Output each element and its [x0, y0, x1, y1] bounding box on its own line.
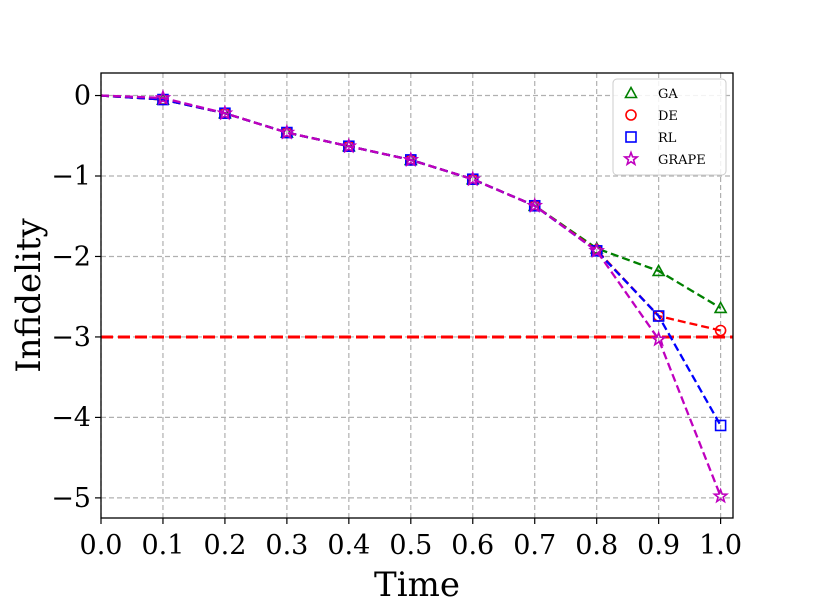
y-axis-label: Infidelity	[9, 217, 49, 372]
x-tick-label: 1.0	[699, 530, 742, 561]
y-tick-label: −1	[51, 161, 91, 192]
series-line-grape	[100, 94, 722, 497]
x-tick-label: 0.9	[637, 530, 680, 561]
plot-frame	[100, 72, 734, 519]
x-tick-label: 0.1	[141, 530, 184, 561]
x-tick-label: 0.5	[389, 530, 432, 561]
legend-box	[612, 78, 727, 176]
data-point-ga	[713, 300, 728, 314]
legend-label-ga: GA	[658, 87, 678, 102]
data-point-rl	[652, 310, 665, 322]
legend-label-rl: RL	[658, 131, 677, 146]
y-tick-label: 0	[74, 81, 91, 112]
x-tick-label: 0.2	[203, 530, 246, 561]
y-tick-label: −4	[51, 402, 91, 433]
x-tick-label: 0.7	[513, 530, 556, 561]
data-point-rl	[714, 419, 727, 432]
legend-marker-rl	[625, 131, 637, 143]
data-point-de	[714, 324, 727, 337]
data-point-grape	[154, 89, 172, 106]
x-tick-label: 0.8	[575, 530, 618, 561]
x-axis-label: Time	[374, 565, 460, 605]
y-tick-label: −5	[51, 483, 91, 514]
y-tick-label: −3	[51, 322, 91, 353]
series-layer	[100, 89, 729, 504]
ticks: 0.0 0.1 0.2 0.3 0.4 0.5 0.6 0.7 0.8 0.9 1.0 0 −1 −2 −3…	[51, 81, 742, 561]
series-grape	[100, 89, 729, 504]
data-point-grape	[402, 151, 420, 168]
legend-marker-de	[625, 109, 637, 121]
x-tick-label: 0.6	[451, 530, 494, 561]
data-point-grape	[216, 104, 234, 121]
data-point-ga	[651, 263, 666, 277]
legend: GA DE RL GRAPE	[612, 78, 727, 176]
data-point-grape	[650, 330, 668, 347]
legend-marker-ga	[624, 85, 638, 99]
data-point-grape	[712, 487, 729, 504]
data-point-grape	[588, 242, 606, 258]
data-point-grape	[464, 170, 482, 187]
x-tick-label: 0.0	[80, 530, 123, 561]
legend-marker-grape	[622, 150, 640, 167]
data-point-grape	[340, 137, 358, 154]
x-tick-label: 0.4	[327, 530, 370, 561]
data-point-grape	[526, 196, 544, 213]
x-tick-label: 0.3	[265, 530, 308, 561]
data-point-grape	[278, 123, 296, 140]
legend-label-grape: GRAPE	[658, 153, 706, 168]
y-tick-label: −2	[51, 241, 91, 272]
legend-label-de: DE	[658, 109, 678, 124]
